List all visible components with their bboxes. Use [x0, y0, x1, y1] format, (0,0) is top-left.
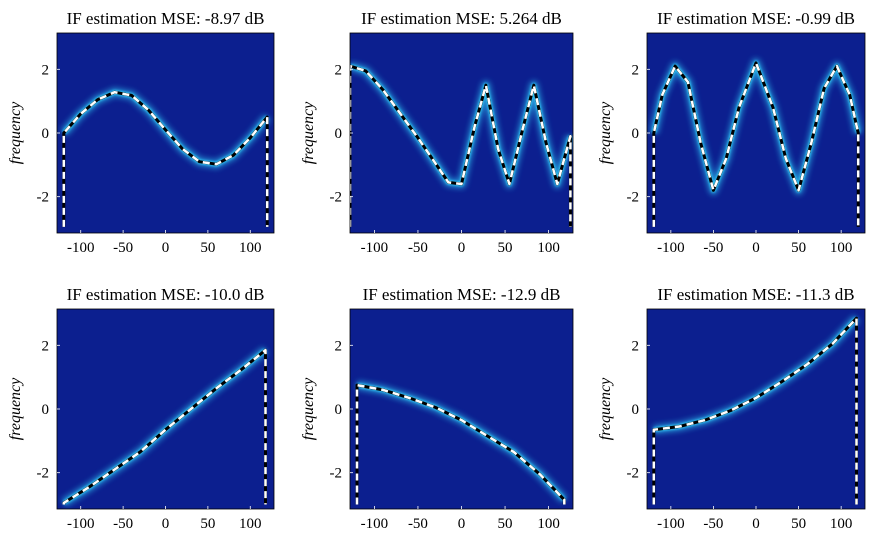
y-tick-label: 2 [335, 62, 343, 78]
chart-panel-3: -100 -50 0 50 100 -2 0 2 IF estimation MSE: -0.9… [597, 9, 866, 256]
x-tick-label: 100 [239, 516, 262, 532]
x-tick-label: 50 [791, 516, 806, 532]
x-tick-label: 50 [791, 240, 806, 256]
estimated-if-line [350, 64, 572, 227]
x-tick-label: 100 [239, 240, 262, 256]
heatmap-background [350, 33, 573, 233]
x-tick-label: 0 [458, 240, 466, 256]
y-tick-label: -2 [330, 190, 343, 206]
y-tick-label: -2 [627, 466, 640, 482]
y-axis-label: frequency [597, 101, 614, 164]
x-tick-label: 50 [498, 240, 513, 256]
chart-panel-4: -100 -50 0 50 100 -2 0 2 IF estimation MSE: -10.… [7, 285, 275, 532]
chart-panel-5: -100 -50 0 50 100 -2 0 2 IF estimation MSE: -12.… [300, 285, 574, 532]
y-tick-label: -2 [37, 190, 50, 206]
x-tick-label: -100 [67, 516, 95, 532]
x-tick-label: -50 [113, 516, 133, 532]
y-axis-label: frequency [300, 101, 317, 164]
y-axis-label: frequency [7, 377, 24, 440]
x-tick-label: -50 [703, 240, 723, 256]
chart-title: IF estimation MSE: -12.9 dB [363, 285, 561, 304]
x-tick-label: -100 [67, 240, 95, 256]
x-tick-label: -50 [703, 516, 723, 532]
chart-panel-2: -100 -50 0 50 100 -2 0 2 IF estimation MSE: 5.26… [300, 9, 574, 256]
y-tick-label: 0 [335, 126, 343, 142]
x-tick-label: 50 [200, 516, 215, 532]
chart-title: IF estimation MSE: -0.99 dB [657, 9, 855, 28]
x-tick-label: 100 [537, 516, 560, 532]
x-tick-label: -50 [113, 240, 133, 256]
x-tick-label: 100 [830, 516, 853, 532]
x-tick-label: 50 [200, 240, 215, 256]
y-axis-label: frequency [300, 377, 317, 440]
x-tick-label: -50 [408, 516, 428, 532]
x-tick-label: 0 [162, 240, 170, 256]
y-tick-label: -2 [330, 466, 343, 482]
estimated-if-line [62, 90, 269, 227]
y-tick-label: -2 [37, 466, 50, 482]
y-tick-label: 0 [335, 402, 343, 418]
x-tick-label: 0 [458, 516, 466, 532]
x-tick-label: -50 [408, 240, 428, 256]
y-tick-label: 0 [42, 126, 50, 142]
x-tick-label: -100 [657, 240, 685, 256]
x-tick-label: 0 [752, 516, 760, 532]
y-axis-label: frequency [597, 377, 614, 440]
estimated-if-line [62, 348, 267, 505]
estimated-if-line [355, 383, 566, 505]
y-axis-label: frequency [7, 101, 24, 164]
x-tick-label: -100 [361, 240, 389, 256]
x-tick-label: 0 [162, 516, 170, 532]
y-tick-label: 0 [632, 126, 640, 142]
estimated-if-line [652, 61, 860, 227]
x-tick-label: 100 [830, 240, 853, 256]
y-tick-label: 2 [632, 62, 640, 78]
chart-title: IF estimation MSE: -10.0 dB [67, 285, 265, 304]
y-tick-label: 0 [42, 402, 50, 418]
estimated-if-line [652, 316, 858, 505]
y-tick-label: 2 [42, 62, 50, 78]
chart-panel-6: -100 -50 0 50 100 -2 0 2 IF estimation MSE: -11.… [597, 285, 866, 532]
y-tick-label: 2 [632, 338, 640, 354]
chart-title: IF estimation MSE: 5.264 dB [361, 9, 562, 28]
heatmap-background [57, 309, 274, 509]
x-tick-label: 0 [752, 240, 760, 256]
x-tick-label: 50 [498, 516, 513, 532]
x-tick-label: -100 [657, 516, 685, 532]
y-tick-label: 0 [632, 402, 640, 418]
x-tick-label: -100 [361, 516, 389, 532]
y-tick-label: -2 [627, 190, 640, 206]
chart-title: IF estimation MSE: -11.3 dB [657, 285, 854, 304]
chart-panel-1: -100 -50 0 50 100 -2 0 2 IF estimation MSE: -8.9… [7, 9, 275, 256]
y-tick-label: 2 [42, 338, 50, 354]
chart-title: IF estimation MSE: -8.97 dB [67, 9, 265, 28]
x-tick-label: 100 [537, 240, 560, 256]
y-tick-label: 2 [335, 338, 343, 354]
